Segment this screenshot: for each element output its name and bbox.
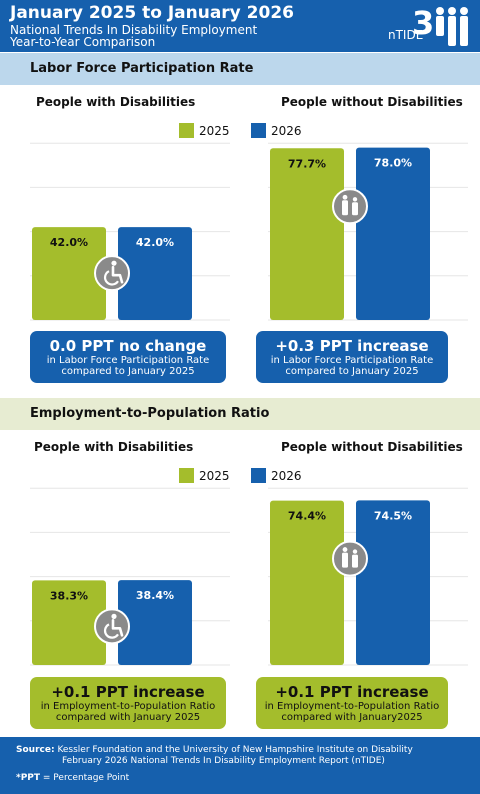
legend-swatch-2026 [251,123,266,138]
wheelchair-icon [94,255,130,292]
epop-pwd-callout: +0.1 PPT increase in Employment-to-Popul… [30,677,226,729]
section-epop-title: Employment-to-Population Ratio [30,406,270,421]
callout-headline: 0.0 PPT no change [49,337,207,355]
pwod-heading-lfpr: People without Disabilities [281,95,463,109]
source-line-2: February 2026 National Trends In Disabil… [62,756,385,766]
people-icon [332,540,368,577]
pwd-heading-lfpr: People with Disabilities [36,95,196,109]
legend-swatch-2025 [179,123,194,138]
svg-text:3: 3 [412,4,434,42]
data-label: 42.0% [50,236,88,249]
page-title: January 2025 to January 2026 [10,3,294,23]
pwd-heading-epop: People with Disabilities [34,440,194,454]
data-label: 38.3% [50,589,88,602]
ppt-label: *PPT [16,773,41,783]
bar-2026 [356,500,430,665]
section-lfpr-band: Labor Force Participation Rate [0,53,480,85]
source-line-1: Kessler Foundation and the University of… [57,745,413,755]
pwod-heading-epop: People without Disabilities [281,440,463,454]
data-label: 78.0% [374,157,412,170]
callout-line-2: compared to January 2025 [285,366,419,377]
epop-pwod-chart: 74.4% 74.5% [268,487,468,666]
source-block: Source: Kessler Foundation and the Unive… [16,745,472,767]
section-lfpr-title: Labor Force Participation Rate [30,61,254,76]
legend-label-2026: 2026 [271,124,302,138]
callout-line-2: compared with January 2025 [55,712,201,723]
source-label: Source: [16,745,55,755]
bar-2025 [32,580,106,665]
footer-source: Source: Kessler Foundation and the Unive… [0,737,480,794]
data-label: 74.4% [288,510,326,523]
header-banner: January 2025 to January 2026 National Tr… [0,0,480,52]
callout-line-1: in Labor Force Participation Rate [270,355,434,366]
callout-line-1: in Labor Force Participation Rate [46,355,210,366]
lfpr-pwod-callout: +0.3 PPT increase in Labor Force Partici… [256,331,448,383]
data-label: 42.0% [136,236,174,249]
lfpr-pwd-chart: 42.0% 42.0% [30,142,230,321]
callout-line-1: in Employment-to-Population Ratio [40,701,216,712]
lfpr-pwd-callout: 0.0 PPT no change in Labor Force Partici… [30,331,226,383]
logo-text: nTIDE [388,28,424,42]
section-epop-band: Employment-to-Population Ratio [0,398,480,430]
bar-2025 [270,148,344,320]
ppt-note: *PPT = Percentage Point [16,773,129,784]
data-label: 38.4% [136,589,174,602]
bar-2026 [118,227,192,320]
subtitle-line-1: National Trends In Disability Employment [10,23,258,37]
wheelchair-icon [94,608,130,645]
callout-line-2: compared to January 2025 [61,366,195,377]
logo-figures-icon: 3 [412,4,468,46]
legend-label-2025: 2025 [199,124,230,138]
data-label: 74.5% [374,509,412,522]
bar-2025 [32,227,106,320]
lfpr-pwod-chart: 77.7% 78.0% [268,142,468,321]
people-icon [332,188,368,225]
callout-headline: +0.1 PPT increase [51,683,205,701]
page-subtitle: National Trends In Disability Employment… [10,24,257,48]
callout-headline: +0.3 PPT increase [275,337,429,355]
callout-line-1: in Employment-to-Population Ratio [264,701,440,712]
legend-label-2025: 2025 [199,469,230,483]
subtitle-line-2: Year-to-Year Comparison [10,35,156,49]
legend-swatch-2025 [179,468,194,483]
callout-headline: +0.1 PPT increase [275,683,429,701]
legend-swatch-2026 [251,468,266,483]
bar-2025 [270,500,344,665]
ntide-logo: 3 nTIDE [388,4,472,48]
epop-pwod-callout: +0.1 PPT increase in Employment-to-Popul… [256,677,448,729]
ppt-text: = Percentage Point [40,773,130,783]
bar-2026 [356,147,430,320]
data-label: 77.7% [288,157,326,170]
epop-pwd-chart: 38.3% 38.4% [30,487,230,666]
bar-2026 [118,580,192,665]
legend-label-2026: 2026 [271,469,302,483]
callout-line-2: compared with January2025 [281,712,423,723]
